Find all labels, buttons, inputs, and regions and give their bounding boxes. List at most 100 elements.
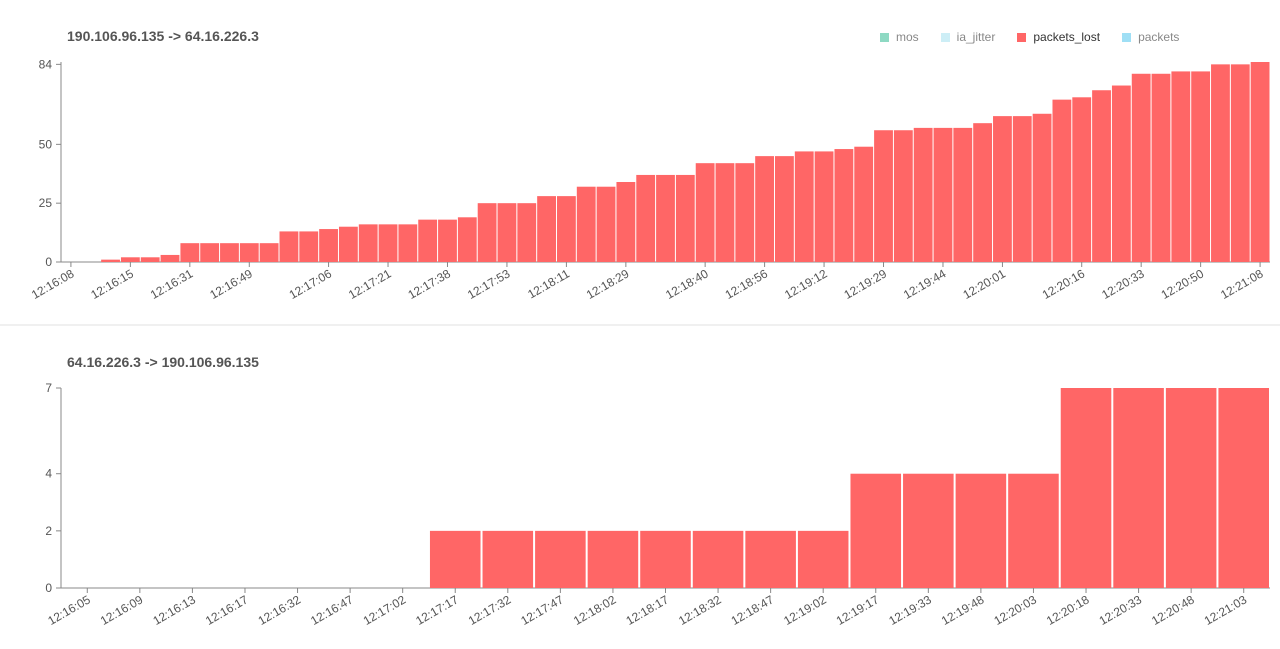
x-tick-label: 12:16:15: [88, 266, 136, 302]
bar[interactable]: [259, 243, 279, 262]
x-tick-label: 12:17:21: [346, 266, 394, 302]
bar[interactable]: [893, 130, 913, 262]
bar[interactable]: [1165, 388, 1217, 588]
bar[interactable]: [418, 219, 438, 262]
bar[interactable]: [874, 130, 893, 262]
bar[interactable]: [735, 163, 755, 262]
bar[interactable]: [755, 156, 775, 262]
bar[interactable]: [616, 182, 636, 262]
bar[interactable]: [695, 163, 715, 262]
bar[interactable]: [745, 530, 796, 588]
bar[interactable]: [656, 174, 675, 262]
bar[interactable]: [556, 196, 576, 262]
x-tick-label: 12:20:03: [991, 592, 1039, 628]
bar[interactable]: [993, 116, 1012, 262]
bar[interactable]: [1012, 116, 1032, 262]
x-tick-label: 12:16:32: [256, 592, 304, 628]
bar[interactable]: [1171, 71, 1191, 262]
legend-item-mos[interactable]: mos: [880, 30, 919, 44]
bar[interactable]: [1230, 64, 1250, 263]
bar[interactable]: [101, 259, 120, 262]
bar[interactable]: [715, 163, 735, 262]
bar[interactable]: [973, 123, 993, 262]
bar[interactable]: [398, 224, 418, 262]
bar[interactable]: [1211, 64, 1230, 263]
bar[interactable]: [933, 127, 953, 262]
x-tick-label: 12:20:50: [1159, 266, 1207, 302]
bar[interactable]: [1151, 73, 1171, 262]
bar[interactable]: [675, 174, 695, 262]
x-tick-label: 12:19:44: [901, 266, 949, 302]
bar[interactable]: [482, 530, 534, 588]
x-tick-label: 12:18:02: [571, 592, 619, 628]
bar[interactable]: [220, 243, 239, 262]
bar[interactable]: [953, 127, 973, 262]
bar[interactable]: [640, 530, 691, 588]
bar[interactable]: [1052, 99, 1072, 262]
y-tick-label: 84: [39, 57, 53, 71]
bar[interactable]: [537, 196, 556, 262]
x-tick-label: 12:20:48: [1149, 592, 1197, 628]
bar[interactable]: [438, 219, 457, 262]
bar[interactable]: [834, 149, 854, 262]
bar[interactable]: [794, 151, 814, 262]
bar[interactable]: [692, 530, 744, 588]
bar[interactable]: [587, 530, 639, 588]
bar[interactable]: [517, 203, 537, 262]
bar[interactable]: [279, 231, 299, 262]
bar[interactable]: [160, 254, 180, 262]
bar[interactable]: [120, 257, 140, 262]
bar[interactable]: [457, 217, 477, 262]
bar[interactable]: [797, 530, 849, 588]
bar[interactable]: [239, 243, 259, 262]
bar[interactable]: [814, 151, 834, 262]
bar[interactable]: [1191, 71, 1211, 262]
x-tick-label: 12:18:17: [624, 592, 672, 628]
bar[interactable]: [576, 186, 596, 262]
x-tick-label: 12:18:56: [723, 266, 771, 302]
bar[interactable]: [535, 530, 586, 588]
x-tick-label: 12:17:32: [466, 592, 514, 628]
legend-swatch-packets: [1122, 32, 1132, 42]
bar[interactable]: [299, 231, 319, 262]
bar[interactable]: [1008, 473, 1059, 588]
bar[interactable]: [1113, 388, 1164, 588]
bar[interactable]: [1250, 62, 1270, 262]
legend-swatch-mos: [880, 32, 889, 42]
x-tick-label: 12:17:17: [413, 592, 461, 628]
bar[interactable]: [319, 229, 338, 262]
bar[interactable]: [477, 203, 497, 262]
bar[interactable]: [913, 127, 933, 262]
bar[interactable]: [1032, 113, 1052, 262]
bar[interactable]: [1092, 90, 1111, 262]
y-tick-label: 7: [45, 381, 52, 395]
bar[interactable]: [1072, 97, 1092, 262]
bar[interactable]: [180, 243, 200, 262]
bar[interactable]: [775, 156, 794, 262]
bar[interactable]: [955, 473, 1007, 588]
legend-item-ia-jitter[interactable]: ia_jitter: [940, 30, 995, 44]
bar[interactable]: [596, 186, 616, 262]
bar[interactable]: [1060, 388, 1112, 588]
bar[interactable]: [1111, 85, 1131, 262]
legend-item-packets-lost[interactable]: packets_lost: [1017, 30, 1100, 44]
x-tick-label: 12:19:48: [939, 592, 987, 628]
legend-item-packets[interactable]: packets: [1122, 30, 1179, 44]
bar[interactable]: [850, 473, 902, 588]
bar[interactable]: [200, 243, 220, 262]
bar[interactable]: [378, 224, 398, 262]
bar[interactable]: [1218, 388, 1269, 588]
bar[interactable]: [854, 146, 874, 262]
x-tick-label: 12:16:13: [150, 592, 198, 628]
bar[interactable]: [497, 203, 517, 262]
bar[interactable]: [636, 174, 656, 262]
bar[interactable]: [1131, 73, 1151, 262]
x-tick-label: 12:18:40: [663, 266, 711, 302]
bar[interactable]: [429, 530, 481, 588]
x-tick-label: 12:16:17: [203, 592, 251, 628]
bar[interactable]: [140, 257, 160, 262]
bar[interactable]: [358, 224, 378, 262]
bar[interactable]: [338, 226, 358, 262]
bar[interactable]: [903, 473, 954, 588]
